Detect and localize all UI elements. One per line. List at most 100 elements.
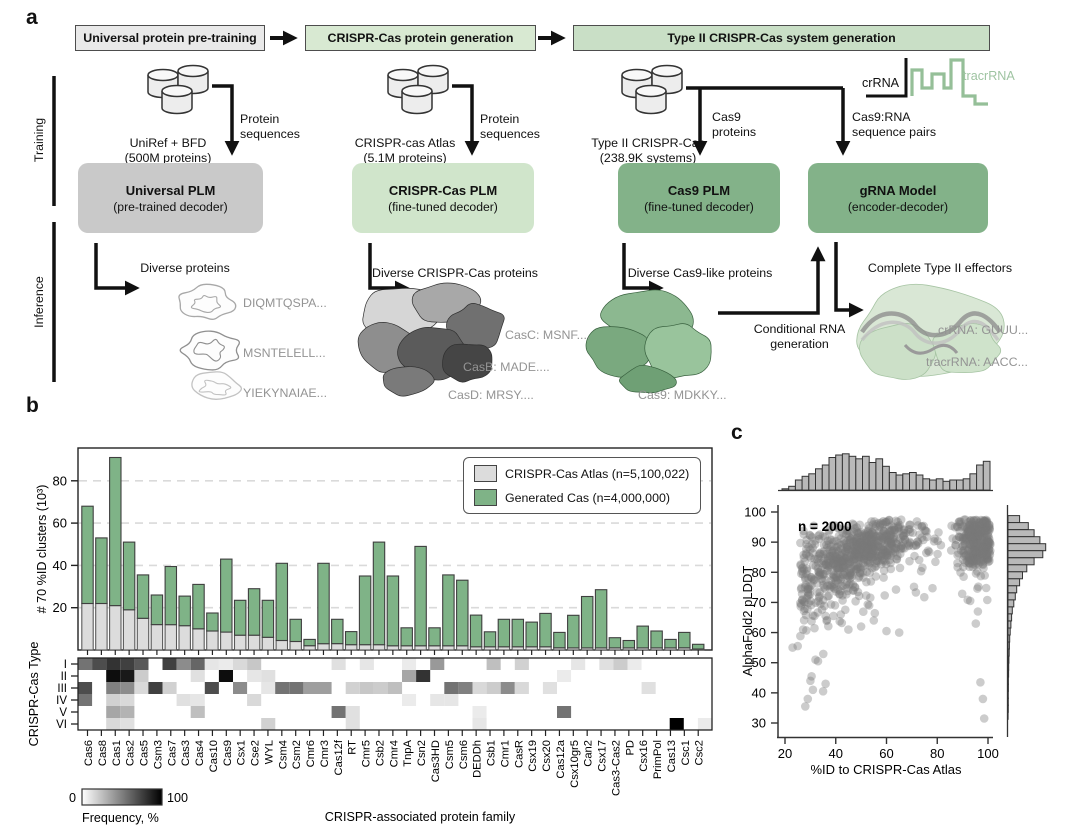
svg-text:n = 2000: n = 2000 [798,519,852,534]
svg-text:AlphaFold2 pLDDT: AlphaFold2 pLDDT [740,566,755,677]
svg-text:40: 40 [752,685,766,700]
svg-text:100: 100 [744,504,766,519]
panel-a-label: a [26,6,38,29]
flow-label-protein-seqs-2: Protein sequences [480,112,540,142]
svg-text:Csx10gr5: Csx10gr5 [569,740,581,788]
model-box-grna: gRNA Model (encoder-decoder) [808,163,988,233]
svg-text:100: 100 [977,746,999,761]
seq-1b: MSNTELELL... [243,346,326,360]
inference-title-1: Diverse proteins [140,261,230,275]
panel-b-label: b [26,394,39,417]
model-title-universal-plm: Universal PLM [125,182,216,198]
svg-text:Cse2: Cse2 [250,740,262,766]
svg-text:Csn2: Csn2 [416,740,428,766]
header-universal-pretraining: Universal protein pre-training [75,25,265,51]
svg-text:CRISPR-associated protein fami: CRISPR-associated protein family [325,810,516,824]
flow-label-cas9-proteins: Cas9 proteins [712,110,757,140]
svg-text:Cas7: Cas7 [166,740,178,766]
svg-text:Csm6: Csm6 [458,740,470,769]
panel-c-label: c [731,421,743,444]
model-title-crispr-plm: CRISPR-Cas PLM [388,182,498,198]
model-title-cas9-plm: Cas9 PLM [667,182,731,198]
svg-text:40: 40 [53,558,67,573]
svg-text:Frequency, %: Frequency, % [82,811,159,825]
scatter-chart: 30 40 50 60 70 80 90 100 20 40 60 80 100 n = 2000 %ID … [740,453,1047,777]
model-sub-grna: (encoder-decoder) [847,199,949,214]
svg-text:Cas6: Cas6 [83,740,95,766]
svg-text:DEDDh: DEDDh [472,740,484,778]
model-sub-crispr-plm: (fine-tuned decoder) [388,199,498,214]
svg-text:V: V [59,707,67,719]
svg-text:Cas4: Cas4 [194,740,206,766]
svg-text:I: I [64,659,67,671]
svg-text:30: 30 [752,716,766,731]
svg-text:II: II [61,671,67,683]
svg-text:90: 90 [752,535,766,550]
svg-text:Cmr5: Cmr5 [361,740,373,767]
svg-text:Csx1: Csx1 [236,740,248,766]
svg-text:Cas8: Cas8 [97,740,109,766]
svg-text:60: 60 [53,516,67,531]
svg-text:WYL: WYL [263,740,275,764]
svg-text:Csx17: Csx17 [597,740,609,772]
svg-text:%ID to CRISPR-Cas Atlas: %ID to CRISPR-Cas Atlas [811,762,962,777]
legend-swatch-generated [474,489,497,506]
svg-text:VI: VI [56,719,67,731]
model-box-cas9-plm: Cas9 PLM (fine-tuned decoder) [618,163,780,233]
model-box-universal-plm: Universal PLM (pre-trained decoder) [78,163,263,233]
training-side-label: Training [32,117,47,163]
svg-text:Can2: Can2 [583,740,595,767]
db-label-atlas: CRISPR-cas Atlas (5.1M proteins) [354,136,456,166]
svg-text:Csc2: Csc2 [694,740,706,766]
svg-text:Cas10: Cas10 [208,740,220,772]
svg-text:III: III [57,683,67,695]
svg-text:Cmr1: Cmr1 [499,740,511,767]
svg-text:Cmr4: Cmr4 [388,740,400,767]
svg-text:50: 50 [752,655,766,670]
model-sub-universal-plm: (pre-trained decoder) [113,199,228,214]
crrna-label: crRNA [862,76,900,90]
seq-1a: DIQMTQSPA... [243,296,327,310]
legend-row-atlas: CRISPR-Cas Atlas (n=5,100,022) [474,465,690,482]
svg-text:100: 100 [167,791,188,805]
svg-text:Csb2: Csb2 [375,740,387,766]
svg-text:70: 70 [752,595,766,610]
bar-chart-legend: CRISPR-Cas Atlas (n=5,100,022) Generated… [463,457,701,514]
svg-text:80: 80 [752,565,766,580]
inference-side-label: Inference [32,276,47,328]
svg-text:Csm2: Csm2 [291,740,303,769]
svg-text:20: 20 [778,746,792,761]
svg-text:80: 80 [53,473,67,488]
seq-casc: CasC: MSNF.... [505,328,591,342]
svg-text:60: 60 [752,625,766,640]
svg-text:Csb1: Csb1 [486,740,498,766]
seq-casb: CasB: MADE.... [463,360,550,374]
model-sub-cas9-plm: (fine-tuned decoder) [644,199,754,214]
svg-text:# 70 %ID clusters (10³): # 70 %ID clusters (10³) [35,485,49,614]
inference-title-3: Diverse Cas9-like proteins [627,266,773,280]
panel-a-graphics [52,30,1005,400]
svg-text:CasR: CasR [513,740,525,768]
svg-text:40: 40 [829,746,843,761]
svg-text:Cas13: Cas13 [666,740,678,772]
svg-text:Csm5: Csm5 [444,740,456,769]
model-box-crispr-plm: CRISPR-Cas PLM (fine-tuned decoder) [352,163,534,233]
svg-text:Cmr6: Cmr6 [305,740,317,767]
svg-text:Csx20: Csx20 [541,740,553,772]
svg-text:Cas1: Cas1 [111,740,123,766]
svg-text:20: 20 [53,600,67,615]
header-crispr-generation: CRISPR-Cas protein generation [305,25,536,51]
svg-text:Csc1: Csc1 [680,740,692,766]
svg-text:Cas12a: Cas12a [555,739,567,778]
svg-text:CRISPR-Cas Type: CRISPR-Cas Type [27,642,41,747]
svg-text:Cas9: Cas9 [222,740,234,766]
seq-casd: CasD: MRSY.... [448,388,534,402]
db-label-uniref: UniRef + BFD (500M proteins) [124,136,212,166]
svg-text:Cas3HD: Cas3HD [430,740,442,782]
svg-text:Cas12f: Cas12f [333,739,345,775]
seq-cas9: Cas9: MDKKY... [638,388,727,402]
flow-label-cas9-rna-pairs: Cas9:RNA sequence pairs [852,110,937,140]
svg-text:Cas3-Cas2: Cas3-Cas2 [610,740,622,796]
legend-label-generated: Generated Cas (n=4,000,000) [505,490,670,505]
